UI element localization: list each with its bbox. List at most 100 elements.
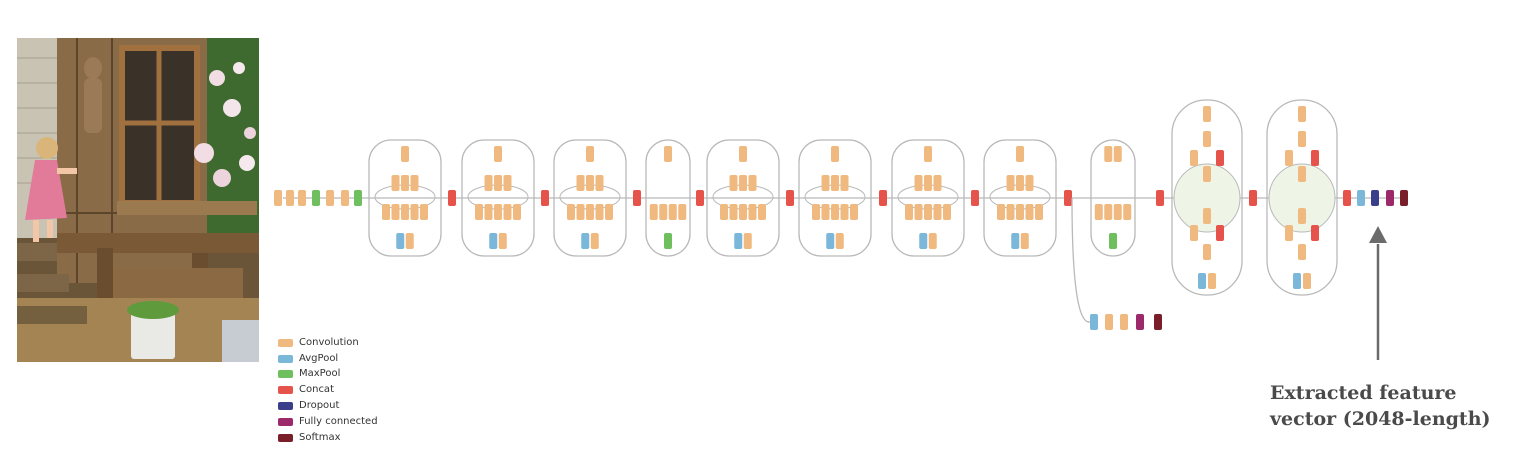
branch-conv-block	[410, 175, 419, 191]
branch-conv-block	[1094, 204, 1103, 220]
pool-branch-block	[835, 233, 844, 249]
branch-conv-block	[513, 204, 521, 220]
output-block	[1386, 190, 1394, 206]
branch-conv-block	[401, 204, 409, 220]
branch-conv-block	[659, 204, 668, 220]
branch-conv-block	[729, 204, 738, 220]
branch-conv-block	[1203, 106, 1211, 122]
stem-block	[354, 190, 362, 206]
aux-block	[1090, 314, 1098, 330]
legend-swatch	[278, 386, 293, 395]
pool-branch-block	[590, 233, 599, 249]
pool-branch-block	[405, 233, 414, 249]
concat-block	[448, 190, 456, 206]
legend-item: MaxPool	[278, 367, 378, 383]
branch-conv-block	[595, 204, 604, 220]
branch-concat-block	[1311, 225, 1319, 241]
branch-conv-block	[1203, 131, 1211, 147]
inception-module-outline	[461, 139, 535, 257]
legend-item: Concat	[278, 382, 378, 398]
branch-conv-block	[933, 204, 942, 220]
branch-conv-block	[821, 175, 830, 191]
branch-conv-block	[503, 204, 512, 220]
legend-label: AvgPool	[299, 352, 339, 364]
pool-branch-block	[489, 233, 498, 249]
stem-block	[286, 190, 294, 206]
branch-conv-block	[1006, 175, 1015, 191]
branch-conv-block	[1016, 175, 1024, 191]
branch-conv-block	[391, 204, 400, 220]
inception-module-outline	[706, 139, 780, 257]
legend-label: MaxPool	[299, 368, 341, 380]
branch-conv-block	[586, 146, 594, 162]
branch-conv-block	[1203, 166, 1211, 182]
pool-branch-block	[1303, 273, 1311, 289]
branch-conv-block	[831, 146, 839, 162]
pool-branch-block	[1109, 233, 1117, 249]
pool-branch-block	[919, 233, 928, 249]
branch-conv-block	[1285, 225, 1293, 241]
feature-vector-caption: Extracted feature vector (2048-length)	[1270, 380, 1491, 432]
legend-swatch	[278, 433, 293, 442]
pool-branch-block	[743, 233, 752, 249]
branch-conv-block	[410, 204, 419, 220]
pool-branch-block	[734, 233, 743, 249]
branch-conv-block	[1104, 146, 1113, 162]
branch-conv-block	[382, 204, 390, 220]
branch-concat-block	[1311, 150, 1319, 166]
caption-line-2: vector (2048-length)	[1270, 408, 1491, 430]
branch-conv-block	[997, 204, 1005, 220]
concat-block	[879, 190, 887, 206]
branch-conv-block	[1123, 204, 1132, 220]
branch-conv-block	[494, 204, 502, 220]
legend-swatch	[278, 402, 293, 411]
pool-branch-block	[1198, 273, 1206, 289]
concat-block	[696, 190, 704, 206]
inception-module-outline	[1090, 139, 1136, 257]
branch-conv-block	[1190, 150, 1198, 166]
stem-block	[341, 190, 349, 206]
inception-module-outline	[983, 139, 1057, 257]
branch-conv-block	[739, 146, 747, 162]
branch-conv-block	[586, 175, 594, 191]
pool-branch-block	[1208, 273, 1216, 289]
branch-conv-block	[1006, 204, 1015, 220]
concat-block	[786, 190, 794, 206]
pool-branch-block	[664, 233, 672, 249]
legend-swatch	[278, 370, 293, 379]
branch-conv-block	[924, 175, 932, 191]
legend: Convolution AvgPool MaxPool Concat Dropout Fu…	[278, 335, 378, 446]
big-module-2-center	[1268, 163, 1336, 233]
concat-block	[633, 190, 641, 206]
legend-item: Softmax	[278, 430, 378, 446]
pool-branch-block	[498, 233, 507, 249]
branch-conv-block	[595, 175, 604, 191]
aux-block	[1154, 314, 1162, 330]
branch-conv-block	[720, 204, 728, 220]
legend-swatch	[278, 338, 293, 347]
branch-conv-block	[748, 204, 757, 220]
branch-conv-block	[1298, 208, 1306, 224]
inception-module-outline	[798, 139, 872, 257]
concat-block	[1064, 190, 1072, 206]
branch-conv-block	[739, 175, 747, 191]
inception-module-outline	[891, 139, 965, 257]
branch-conv-block	[831, 204, 839, 220]
pool-branch-block	[1020, 233, 1029, 249]
branch-conv-block	[924, 204, 932, 220]
branch-conv-block	[678, 204, 687, 220]
legend-label: Fully connected	[299, 415, 378, 427]
aux-block	[1105, 314, 1113, 330]
branch-conv-block	[668, 204, 677, 220]
branch-conv-block	[664, 146, 672, 162]
branch-conv-block	[401, 146, 409, 162]
branch-conv-block	[1016, 204, 1024, 220]
aux-block	[1136, 314, 1144, 330]
branch-conv-block	[739, 204, 747, 220]
aux-block	[1120, 314, 1128, 330]
branch-conv-block	[924, 146, 932, 162]
branch-conv-block	[1113, 146, 1122, 162]
branch-conv-block	[1298, 106, 1306, 122]
legend-label: Convolution	[299, 336, 359, 348]
